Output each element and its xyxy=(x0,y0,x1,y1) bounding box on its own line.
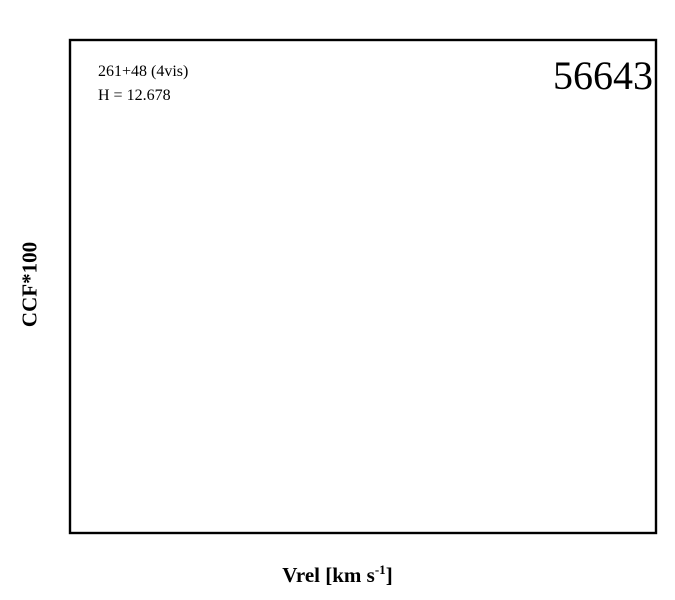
y-axis-title: CCF*100 xyxy=(17,241,42,328)
plate-number-label: 56643 xyxy=(553,53,653,98)
magnitude-annotation: H = 12.678 xyxy=(98,87,171,104)
x-axis-title-tail: ] xyxy=(385,563,393,587)
x-axis-title-main: Vrel [km s xyxy=(282,563,375,587)
x-axis-title-exponent: -1 xyxy=(374,562,386,577)
target-id-annotation: 261+48 (4vis) xyxy=(98,63,189,80)
plot-frame xyxy=(68,38,658,535)
x-axis-title: Vrel [km s-1] xyxy=(0,562,675,588)
